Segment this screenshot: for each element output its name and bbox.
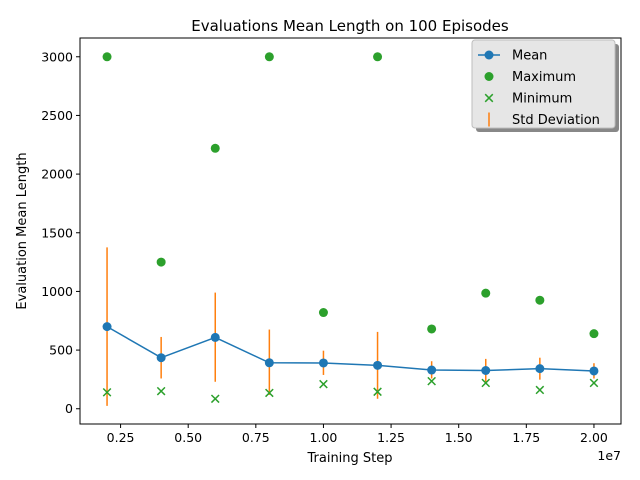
minimum-point xyxy=(481,378,491,388)
mean-point xyxy=(264,358,274,368)
y-tick-label: 2500 xyxy=(41,108,73,123)
y-tick-label: 1000 xyxy=(41,284,73,299)
y-tick-label: 500 xyxy=(49,343,73,358)
plot-area xyxy=(102,52,599,406)
mean-point xyxy=(535,364,545,374)
minimum-point xyxy=(319,379,328,389)
maximum-point xyxy=(481,288,491,298)
minimum-point xyxy=(210,394,220,404)
legend-box xyxy=(471,39,616,129)
legend-label: Std Deviation xyxy=(512,113,600,128)
x-tick-label: 0.50 xyxy=(174,430,202,445)
maximum-point xyxy=(318,308,328,318)
mean-point xyxy=(156,353,166,363)
legend-minimum-icon xyxy=(484,93,494,103)
chart-title: Evaluations Mean Length on 100 Episodes xyxy=(191,17,509,35)
mean-point xyxy=(318,358,328,368)
axes-frame xyxy=(79,37,622,425)
x-offset-label: 1e7 xyxy=(597,448,621,463)
mean-point xyxy=(427,365,437,375)
minimum-point xyxy=(156,386,166,396)
legend-label: Maximum xyxy=(512,70,576,85)
minimum-point xyxy=(373,387,382,397)
maximum-point xyxy=(373,52,383,62)
minimum-point xyxy=(589,378,599,388)
y-axis-label: Evaluation Mean Length xyxy=(15,152,30,309)
y-tick-label: 0 xyxy=(65,401,73,416)
x-tick-label: 1.00 xyxy=(310,430,338,445)
maximum-point xyxy=(102,52,112,62)
x-tick-label: 0.25 xyxy=(107,430,135,445)
maximum-point xyxy=(210,143,220,153)
y-tick-label: 3000 xyxy=(41,49,73,64)
x-axis-label: Training Step xyxy=(306,451,392,466)
y-tick-label: 1500 xyxy=(41,225,73,240)
minimum-point xyxy=(427,376,436,386)
legend: Mean Maximum Minimum Std Deviation xyxy=(471,39,619,132)
mean-point xyxy=(373,360,383,370)
maximum-point xyxy=(589,329,599,339)
x-tick-label: 1.75 xyxy=(512,430,540,445)
x-tick-label: 1.25 xyxy=(377,430,405,445)
legend-mean-marker-icon xyxy=(484,50,494,60)
mean-point xyxy=(481,365,491,375)
minimum-point xyxy=(102,387,112,397)
mean-line xyxy=(106,325,594,372)
x-tick-label: 1.50 xyxy=(445,430,473,445)
y-tick-label: 2000 xyxy=(41,167,73,182)
legend-maximum-icon xyxy=(484,72,494,81)
x-axis: 0.25 0.50 0.75 1.00 1.25 1.50 1.75 2.00 xyxy=(107,424,608,445)
minimum-point xyxy=(265,388,274,398)
x-tick-label: 0.75 xyxy=(242,430,270,445)
maximum-point xyxy=(535,295,545,305)
legend-label: Mean xyxy=(512,49,547,64)
mean-point xyxy=(589,366,599,376)
maximum-point xyxy=(427,324,437,334)
mean-point xyxy=(210,332,220,342)
legend-label: Minimum xyxy=(512,92,572,107)
mean-point xyxy=(102,322,112,332)
maximum-point xyxy=(264,52,274,62)
minimum-point xyxy=(535,385,545,395)
maximum-point xyxy=(156,257,166,267)
x-tick-label: 2.00 xyxy=(580,430,608,445)
y-axis: 0 500 1000 1500 2000 2500 3000 xyxy=(41,49,80,416)
